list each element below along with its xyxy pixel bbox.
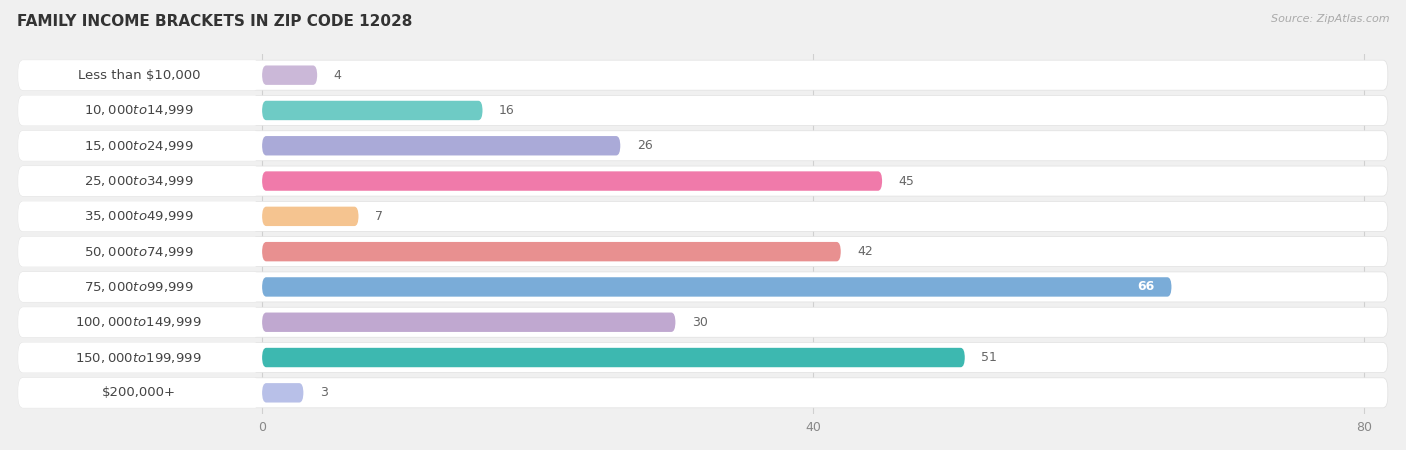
- FancyBboxPatch shape: [18, 307, 1388, 337]
- Text: 42: 42: [858, 245, 873, 258]
- Text: $50,000 to $74,999: $50,000 to $74,999: [84, 245, 194, 259]
- Text: 66: 66: [1137, 280, 1154, 293]
- FancyBboxPatch shape: [18, 60, 259, 90]
- Text: $35,000 to $49,999: $35,000 to $49,999: [84, 209, 194, 223]
- FancyBboxPatch shape: [262, 65, 318, 85]
- FancyBboxPatch shape: [262, 242, 841, 261]
- FancyBboxPatch shape: [262, 101, 482, 120]
- Text: $10,000 to $14,999: $10,000 to $14,999: [84, 104, 194, 117]
- FancyBboxPatch shape: [18, 201, 1388, 231]
- FancyBboxPatch shape: [18, 378, 259, 408]
- Text: Less than $10,000: Less than $10,000: [77, 69, 200, 82]
- Text: 45: 45: [898, 175, 914, 188]
- Text: $150,000 to $199,999: $150,000 to $199,999: [76, 351, 202, 364]
- Text: 7: 7: [375, 210, 382, 223]
- FancyBboxPatch shape: [262, 207, 359, 226]
- FancyBboxPatch shape: [18, 342, 259, 373]
- FancyBboxPatch shape: [18, 95, 259, 126]
- Text: 16: 16: [499, 104, 515, 117]
- Text: $25,000 to $34,999: $25,000 to $34,999: [84, 174, 194, 188]
- FancyBboxPatch shape: [18, 166, 1388, 196]
- Text: 26: 26: [637, 139, 652, 152]
- FancyBboxPatch shape: [262, 277, 1171, 297]
- FancyBboxPatch shape: [262, 171, 882, 191]
- Text: $75,000 to $99,999: $75,000 to $99,999: [84, 280, 194, 294]
- Text: 30: 30: [692, 316, 707, 329]
- FancyBboxPatch shape: [18, 307, 259, 337]
- FancyBboxPatch shape: [18, 378, 1388, 408]
- Text: $15,000 to $24,999: $15,000 to $24,999: [84, 139, 194, 153]
- FancyBboxPatch shape: [18, 60, 1388, 90]
- Text: 4: 4: [333, 69, 342, 82]
- FancyBboxPatch shape: [262, 348, 965, 367]
- Text: $100,000 to $149,999: $100,000 to $149,999: [76, 315, 202, 329]
- Text: 3: 3: [321, 386, 328, 399]
- FancyBboxPatch shape: [18, 131, 259, 161]
- FancyBboxPatch shape: [18, 342, 1388, 373]
- Text: Source: ZipAtlas.com: Source: ZipAtlas.com: [1271, 14, 1389, 23]
- FancyBboxPatch shape: [18, 272, 1388, 302]
- Text: FAMILY INCOME BRACKETS IN ZIP CODE 12028: FAMILY INCOME BRACKETS IN ZIP CODE 12028: [17, 14, 412, 28]
- FancyBboxPatch shape: [262, 383, 304, 403]
- FancyBboxPatch shape: [18, 95, 1388, 126]
- FancyBboxPatch shape: [18, 237, 259, 267]
- FancyBboxPatch shape: [262, 136, 620, 155]
- FancyBboxPatch shape: [18, 201, 259, 231]
- FancyBboxPatch shape: [18, 131, 1388, 161]
- Text: 51: 51: [981, 351, 997, 364]
- FancyBboxPatch shape: [18, 166, 259, 196]
- FancyBboxPatch shape: [18, 237, 1388, 267]
- FancyBboxPatch shape: [18, 272, 259, 302]
- Text: $200,000+: $200,000+: [101, 386, 176, 399]
- FancyBboxPatch shape: [262, 313, 675, 332]
